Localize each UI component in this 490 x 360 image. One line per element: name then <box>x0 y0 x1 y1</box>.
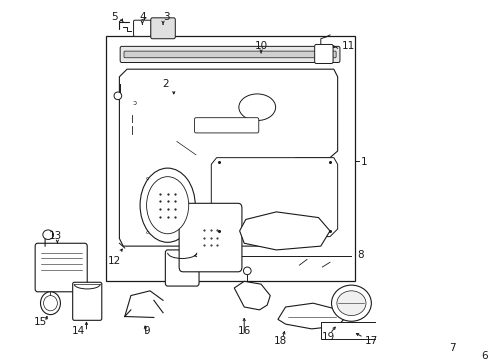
FancyBboxPatch shape <box>35 243 87 292</box>
Text: 12: 12 <box>107 256 121 266</box>
Polygon shape <box>240 212 330 250</box>
Text: c: c <box>146 230 149 235</box>
Ellipse shape <box>43 230 53 239</box>
Text: 1: 1 <box>361 157 367 167</box>
Text: 3: 3 <box>163 12 170 22</box>
Text: 16: 16 <box>238 326 251 336</box>
FancyBboxPatch shape <box>134 20 151 36</box>
Text: 2: 2 <box>162 79 169 89</box>
Text: 13: 13 <box>49 231 62 241</box>
FancyBboxPatch shape <box>195 118 259 133</box>
FancyBboxPatch shape <box>315 44 333 63</box>
FancyBboxPatch shape <box>179 203 242 272</box>
FancyBboxPatch shape <box>124 51 336 58</box>
FancyBboxPatch shape <box>120 46 340 63</box>
Ellipse shape <box>244 267 251 275</box>
FancyBboxPatch shape <box>151 18 175 39</box>
Polygon shape <box>211 158 338 237</box>
Text: 15: 15 <box>34 316 47 327</box>
Ellipse shape <box>114 92 122 100</box>
Text: 19: 19 <box>322 332 335 342</box>
Text: 18: 18 <box>273 336 287 346</box>
FancyBboxPatch shape <box>73 282 102 320</box>
Polygon shape <box>120 69 338 246</box>
Text: 10: 10 <box>254 41 268 51</box>
Ellipse shape <box>239 94 275 121</box>
Polygon shape <box>234 281 270 310</box>
Ellipse shape <box>147 177 189 234</box>
Text: 17: 17 <box>365 336 378 346</box>
Text: 11: 11 <box>342 41 356 51</box>
Text: 9: 9 <box>143 326 149 336</box>
Bar <box>106 36 354 281</box>
Ellipse shape <box>44 296 57 311</box>
Text: 8: 8 <box>358 250 364 260</box>
Text: 14: 14 <box>72 326 85 336</box>
Text: c: c <box>146 176 149 181</box>
Ellipse shape <box>41 292 60 315</box>
Text: 7: 7 <box>449 343 456 353</box>
Ellipse shape <box>140 168 195 242</box>
Polygon shape <box>278 303 344 329</box>
FancyBboxPatch shape <box>165 250 199 286</box>
Text: 4: 4 <box>139 12 146 22</box>
Text: c: c <box>133 98 137 104</box>
Text: 6: 6 <box>481 351 488 360</box>
Ellipse shape <box>332 285 371 321</box>
Text: 5: 5 <box>111 12 117 22</box>
Bar <box>321 322 376 339</box>
Ellipse shape <box>337 291 366 316</box>
